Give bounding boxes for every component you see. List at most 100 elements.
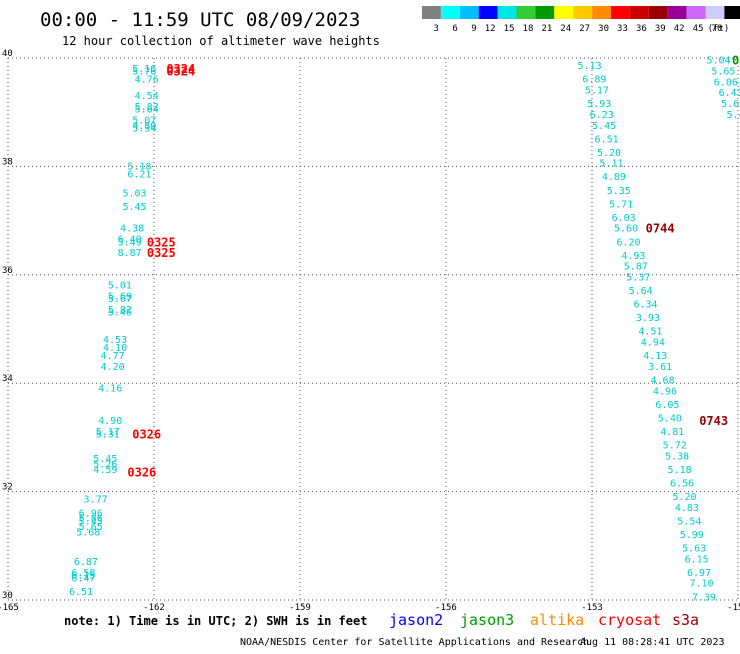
wave-height-label: 4.93 — [621, 251, 645, 262]
wave-height-label: 4.81 — [660, 427, 684, 438]
wave-height-label: 5.76 — [132, 67, 156, 78]
wave-height-label: 5.60 — [614, 224, 638, 235]
wave-height-label: 5.17 — [585, 86, 609, 97]
satellite-legend: jason2 jason3 altika cryosat s3a — [389, 611, 699, 629]
colorbar-label: 6 — [452, 24, 457, 34]
pass-time-label: 0324 — [166, 65, 195, 79]
wave-height-label: 5.93 — [587, 99, 611, 110]
colorbar-label: 18 — [523, 24, 534, 34]
wave-height-label: 6.20 — [616, 237, 640, 248]
wave-height-label: 7.39 — [692, 592, 716, 603]
wave-height-label: 5.71 — [609, 199, 633, 210]
wave-height-label: 4.89 — [602, 172, 626, 183]
wave-height-label: 4.68 — [651, 375, 675, 386]
colorbar-label: 24 — [560, 24, 571, 34]
axis-ticks: -165 -162 -159 -156 -153 -150 40 38 36 34 32 30 — [0, 49, 740, 613]
wave-height-label: 5.65 — [711, 67, 735, 78]
wave-height-label: 4.80 — [132, 121, 156, 132]
wave-height-label: 4.51 — [638, 327, 662, 338]
colorbar-label: 27 — [579, 24, 590, 34]
wave-height-label: 5.17 — [96, 427, 120, 438]
wave-height-label: 6.97 — [687, 568, 711, 579]
x-tick-label: -153 — [581, 603, 603, 613]
wave-height-label: 5.67 — [108, 294, 132, 305]
colorbar-swatch — [592, 6, 611, 19]
wave-height-label: 6.96 — [79, 508, 103, 519]
wave-height-label: 6.15 — [685, 554, 709, 565]
colorbar-swatch — [516, 6, 536, 19]
wave-height-label: 5.26 — [93, 460, 117, 471]
satellite-legend-altika: altika — [530, 611, 584, 629]
pass-time-label: 0324 — [166, 62, 195, 76]
wave-height-label: 5.16 — [132, 64, 156, 75]
wave-height-label: 4.38 — [120, 224, 144, 235]
wave-height-label: 4.94 — [641, 338, 665, 349]
colorbar-swatch — [648, 6, 668, 19]
colorbar-label: 15 — [504, 24, 515, 34]
wave-height-label: 6.23 — [590, 110, 614, 121]
wave-height-label: 5.45 — [592, 121, 616, 132]
wave-height-label: 5.54 — [677, 516, 701, 527]
wave-height-label: 5.64 — [135, 104, 159, 115]
wave-height-label: 5.64 — [629, 286, 653, 297]
wave-height-label: 5.20 — [672, 492, 696, 503]
x-tick-label: -165 — [0, 603, 19, 613]
y-tick-label: 36 — [2, 266, 13, 276]
x-tick-label: -159 — [289, 603, 311, 613]
chart-subtitle: 12 hour collection of altimeter wave hei… — [62, 34, 380, 48]
wave-height-label: 5.82 — [135, 102, 159, 113]
colorbar-label: 39 — [655, 24, 666, 34]
wave-height-label: 6.03 — [612, 213, 636, 224]
colorbar-label: 3 — [433, 24, 438, 34]
footnote: note: 1) Time is in UTC; 2) SWH is in fe… — [64, 614, 367, 628]
y-tick-label: 40 — [2, 49, 13, 59]
colorbar-swatch — [705, 6, 725, 19]
wave-height-label: 6.21 — [127, 170, 151, 181]
wave-height-label: 6.47 — [71, 573, 95, 584]
pass-time-label: 0325 — [147, 235, 176, 249]
wave-height-label: 5.82 — [108, 305, 132, 316]
wave-height-label: 4.59 — [93, 465, 117, 476]
colorbar-swatch — [667, 6, 687, 19]
wave-height-label: 6.40 — [118, 235, 142, 246]
wave-height-label: 5.63 — [682, 544, 706, 555]
colorbar-label: 30 — [598, 24, 609, 34]
wave-height-label: 5.69 — [108, 291, 132, 302]
wave-height-label: 6.06 — [714, 77, 738, 88]
wave-height-label: 5.01 — [108, 281, 132, 292]
x-tick-label: -156 — [435, 603, 457, 613]
colorbar-swatch — [478, 6, 498, 19]
wave-height-label: 5.65 — [721, 99, 740, 110]
wave-height-label: 5.45 — [79, 516, 103, 527]
wave-height-label: 6.58 — [71, 568, 95, 579]
wave-height-label: 5.99 — [680, 530, 704, 541]
wave-height-label: 4.83 — [675, 503, 699, 514]
wave-height-label: 4.20 — [101, 362, 125, 373]
wave-height-label: 8.87 — [118, 248, 142, 259]
wave-height-label: 5.03 — [122, 189, 146, 200]
wave-height-label: 5.72 — [663, 441, 687, 452]
wave-height-label: 5.37 — [626, 273, 650, 284]
colorbar-swatch — [554, 6, 574, 19]
wave-height-label: 3.77 — [84, 495, 108, 506]
wave-height-label: 5.11 — [599, 159, 623, 170]
footer-credit: NOAA/NESDIS Center for Satellite Applica… — [240, 637, 589, 648]
wave-height-label: 4.76 — [135, 75, 159, 86]
wave-height-label: 6.43 — [719, 88, 740, 99]
wave-height-label: 5.46 — [108, 308, 132, 319]
wave-height-label: 5.87 — [624, 262, 648, 273]
colorbar-swatch — [629, 6, 649, 19]
wave-height-label: 5.45 — [93, 454, 117, 465]
chart-title: 00:00 - 11:59 UTC 08/09/2023 — [40, 9, 360, 31]
wave-height-label: 5.13 — [578, 61, 602, 72]
wave-height-label: 5.86 — [79, 514, 103, 525]
colorbar-swatch — [440, 6, 460, 19]
wave-height-label: 5.45 — [122, 202, 146, 213]
wave-height-label: 6.05 — [655, 400, 679, 411]
wave-height-label: 4.53 — [103, 335, 127, 346]
y-tick-label: 32 — [2, 483, 13, 493]
wave-height-label: 5.65 — [79, 522, 103, 533]
y-tick-label: 34 — [2, 374, 13, 384]
